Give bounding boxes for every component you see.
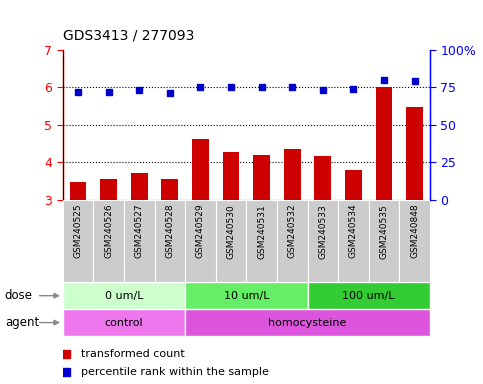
Bar xyxy=(185,309,430,336)
Text: GSM240526: GSM240526 xyxy=(104,204,113,258)
Text: GSM240525: GSM240525 xyxy=(73,204,83,258)
Bar xyxy=(185,282,308,309)
Bar xyxy=(63,282,185,309)
Bar xyxy=(277,200,308,282)
Text: GSM240527: GSM240527 xyxy=(135,204,144,258)
Text: GSM240535: GSM240535 xyxy=(380,204,388,258)
Text: GDS3413 / 277093: GDS3413 / 277093 xyxy=(63,28,194,42)
Bar xyxy=(192,139,209,200)
Bar xyxy=(63,309,185,336)
Bar xyxy=(246,200,277,282)
Text: GSM240529: GSM240529 xyxy=(196,204,205,258)
Text: GSM240534: GSM240534 xyxy=(349,204,358,258)
Text: 100 um/L: 100 um/L xyxy=(342,291,395,301)
Bar xyxy=(223,152,240,200)
Bar xyxy=(185,200,216,282)
Bar xyxy=(100,179,117,200)
Bar xyxy=(70,182,86,200)
Bar xyxy=(216,200,246,282)
Text: transformed count: transformed count xyxy=(81,349,185,359)
Bar xyxy=(406,107,423,200)
Text: GSM240530: GSM240530 xyxy=(227,204,236,258)
Text: homocysteine: homocysteine xyxy=(269,318,347,328)
Text: percentile rank within the sample: percentile rank within the sample xyxy=(81,366,269,377)
Bar xyxy=(155,200,185,282)
Bar xyxy=(376,88,392,200)
Bar xyxy=(338,200,369,282)
Bar xyxy=(93,200,124,282)
Bar xyxy=(124,200,155,282)
Bar xyxy=(314,156,331,200)
Text: GSM240533: GSM240533 xyxy=(318,204,327,258)
Text: 0 um/L: 0 um/L xyxy=(105,291,143,301)
Text: GSM240848: GSM240848 xyxy=(410,204,419,258)
Text: dose: dose xyxy=(5,289,33,302)
Bar xyxy=(399,200,430,282)
Bar xyxy=(345,170,362,200)
Bar xyxy=(161,179,178,200)
Bar xyxy=(308,200,338,282)
Bar xyxy=(284,149,300,200)
Bar xyxy=(308,282,430,309)
Text: agent: agent xyxy=(5,316,39,329)
Text: GSM240528: GSM240528 xyxy=(165,204,174,258)
Text: GSM240531: GSM240531 xyxy=(257,204,266,258)
Text: control: control xyxy=(105,318,143,328)
Bar xyxy=(131,173,148,200)
Bar xyxy=(253,155,270,200)
Text: 10 um/L: 10 um/L xyxy=(224,291,269,301)
Text: GSM240532: GSM240532 xyxy=(288,204,297,258)
Bar xyxy=(63,200,93,282)
Bar xyxy=(369,200,399,282)
